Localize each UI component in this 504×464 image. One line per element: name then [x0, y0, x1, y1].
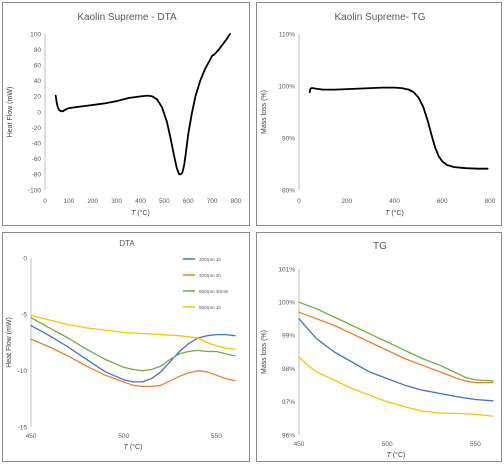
y-tick-label: -15	[18, 424, 28, 431]
y-tick-label: 20	[34, 94, 42, 101]
x-tick-label: 600	[437, 198, 448, 205]
chart-panel-tg: TG 101% 100% 99% 98% 97% 96% 450 500 550 T (°C) Mas…	[256, 232, 502, 462]
y-tick-label: 40	[34, 78, 42, 85]
x-tick-label: 550	[470, 441, 481, 448]
chart-title: DTA	[119, 239, 135, 248]
x-tick-label: 100	[63, 198, 74, 205]
y-tick-label: 0	[37, 109, 41, 116]
legend-label: 320rpm 2h	[199, 273, 221, 278]
y-tick-label: -5	[21, 312, 27, 319]
y-tick-label: -40	[32, 141, 42, 148]
y-tick-label: 101%	[278, 266, 295, 273]
y-tick-label: 80%	[282, 187, 295, 194]
chart-panel-kaolin-dta: Kaolin Supreme - DTA 100 80 60 40 20 0 -20 -40 -6…	[2, 2, 250, 226]
y-tick-label: 110%	[279, 31, 295, 38]
x-tick-label: 800	[231, 198, 242, 205]
series-line-1	[298, 318, 494, 402]
x-tick-label: 200	[87, 198, 98, 205]
y-tick-label: 96%	[282, 432, 295, 439]
x-tick-label: 600	[183, 198, 194, 205]
y-axis-label: Mass loss (%)	[261, 90, 268, 134]
x-tick-label: 450	[294, 441, 305, 448]
x-tick-label: 0	[297, 198, 301, 205]
series-line-4	[30, 314, 236, 350]
x-tick-label: 500	[382, 441, 393, 448]
x-tick-label: 450	[26, 433, 37, 440]
series-line-1	[30, 324, 236, 383]
y-tick-label: -80	[32, 172, 42, 179]
x-axis-label: T (°C)	[387, 451, 406, 459]
y-axis-label: Mass loss (%)	[261, 330, 268, 374]
series-line-1	[308, 86, 489, 170]
chart-svg: Kaolin Supreme - DTA100806040200-20-40-6…	[7, 12, 242, 217]
y-tick-label: 0	[23, 255, 27, 262]
legend-label: 650rpm 30min	[199, 289, 229, 294]
x-tick-label: 300	[111, 198, 122, 205]
series-line-1	[54, 33, 231, 176]
legend-label: 320rpm 1h	[199, 257, 221, 262]
x-axis-label: T (°C)	[385, 209, 404, 217]
y-tick-label: -100	[28, 187, 41, 194]
y-tick-label: 99%	[282, 333, 295, 340]
y-tick-label: -60	[32, 156, 42, 163]
x-tick-label: 500	[118, 433, 129, 440]
y-tick-label: -20	[32, 125, 42, 132]
y-tick-label: 90%	[282, 135, 295, 142]
y-tick-label: -10	[18, 368, 28, 375]
y-tick-label: 98%	[282, 366, 295, 373]
y-axis-label: Heat Flow (mW)	[7, 87, 14, 138]
x-tick-label: 500	[159, 198, 170, 205]
y-tick-label: 97%	[282, 399, 295, 406]
x-tick-label: 0	[43, 198, 47, 205]
x-tick-label: 550	[211, 433, 222, 440]
chart-svg: TG 101% 100% 99% 98% 97% 96% 450 500 550 T (°C) Mas…	[261, 241, 494, 459]
series-line-4	[298, 356, 494, 417]
chart-title: Kaolin Supreme- TG	[335, 12, 426, 23]
x-tick-label: 400	[389, 198, 400, 205]
series-line-2	[30, 338, 236, 388]
chart-panel-dta: DTA 0 -5 -10 -15 450 500 550 T (°C) Heat Flow (mW…	[2, 232, 250, 462]
y-tick-label: 100%	[278, 83, 295, 90]
chart-panel-kaolin-tg: Kaolin Supreme- TG 110% 100% 90% 80% 0 200 400 6…	[256, 2, 502, 226]
chart-title: TG	[373, 241, 387, 252]
x-axis-label: T (°C)	[131, 209, 150, 217]
x-tick-label: 700	[207, 198, 218, 205]
y-axis-label: Heat Flow (mW)	[6, 317, 13, 368]
legend-label: 650rpm 1h	[199, 305, 221, 310]
x-tick-label: 800	[485, 198, 496, 205]
y-tick-label: 60	[34, 63, 42, 70]
x-tick-label: 200	[341, 198, 352, 205]
series-line-3	[30, 317, 236, 372]
x-tick-label: 400	[135, 198, 146, 205]
chart-svg: Kaolin Supreme- TG 110% 100% 90% 80%0 200 400 6…	[261, 12, 496, 217]
series-line-2	[298, 311, 494, 384]
series-line-3	[298, 301, 494, 382]
chart-svg: DTA 0 -5 -10 -15 450 500 550 T (°C) Heat Flow (mW…	[6, 239, 236, 451]
chart-title: Kaolin Supreme - DTA	[77, 12, 177, 23]
y-tick-label: 100	[30, 31, 41, 38]
x-axis-label: T (°C)	[124, 443, 143, 451]
y-tick-label: 100%	[278, 300, 295, 307]
y-tick-label: 80	[34, 47, 42, 54]
